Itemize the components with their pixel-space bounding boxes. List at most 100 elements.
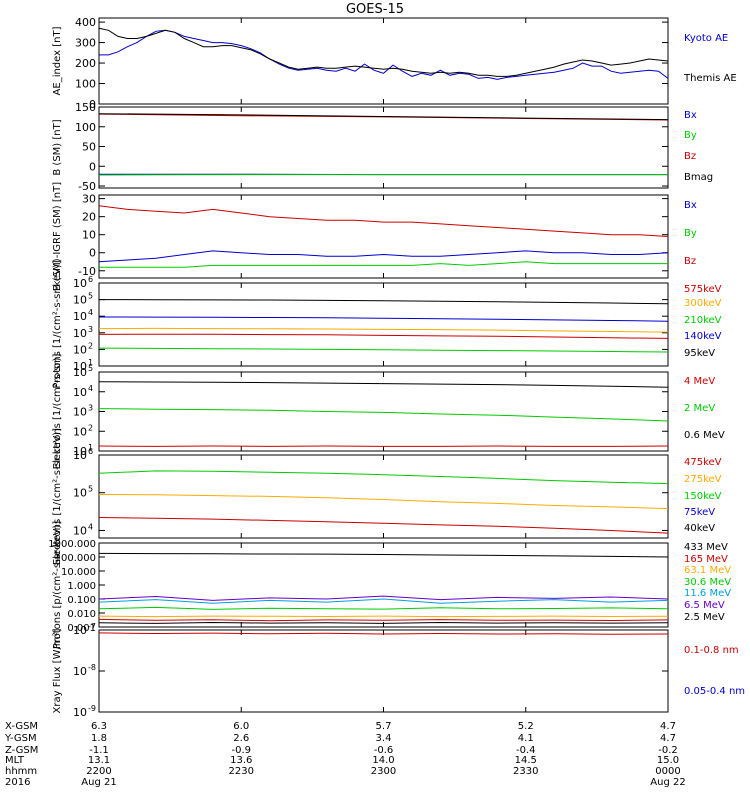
y-tick-label: 0: [89, 160, 96, 173]
ephemeris-value: 6.3: [91, 721, 107, 732]
y-tick-label: 10: [73, 343, 87, 356]
panel-frame: [98, 282, 669, 367]
series-line-140kev: [98, 316, 669, 322]
series-line-275kev: [98, 494, 669, 510]
ephemeris-value: 3.4: [376, 733, 392, 744]
series-line-0.6-mev: [98, 381, 669, 388]
y-tick-exponent: 5: [88, 292, 93, 301]
series-line-30.6-mev: [98, 606, 669, 610]
plot-title: GOES-15: [346, 2, 404, 17]
legend-entry: 2 MeV: [684, 403, 715, 414]
ephemeris-value: -0.4: [516, 745, 536, 756]
y-tick-label: 10: [73, 366, 87, 379]
panel-frame: [98, 629, 669, 713]
legend-entry: Bz: [684, 151, 696, 162]
legend-entry: 2.5 MeV: [684, 612, 725, 623]
y-tick-label: 0.100: [67, 595, 96, 606]
ephemeris-value: 2330: [513, 766, 538, 777]
ephemeris-value: 5.7: [376, 721, 392, 732]
y-axis-label: Xray Flux [W/m²]: [52, 628, 63, 713]
ephemeris-value: Aug 21: [81, 777, 116, 788]
y-axis-label: Electrons [1/(cm²-s-sr)]: [52, 354, 63, 470]
legend-entry: 475keV: [684, 457, 722, 468]
ephemeris-value: 2.6: [233, 733, 249, 744]
y-tick-exponent: 5: [88, 485, 93, 494]
y-tick-label: 10: [73, 406, 87, 419]
y-tick-exponent: 2: [88, 423, 93, 432]
ephemeris-row-label: Y-GSM: [4, 733, 37, 744]
y-tick-exponent: -7: [88, 622, 96, 631]
y-tick-exponent: 4: [88, 308, 93, 317]
y-tick-label: 10: [73, 665, 87, 678]
ephemeris-value: -0.2: [658, 745, 678, 756]
series-line-300kev: [98, 327, 669, 333]
legend-entry: 210keV: [684, 315, 722, 326]
y-tick-label: 10: [73, 624, 87, 637]
ephemeris-row-label: Z-GSM: [5, 745, 38, 756]
ephemeris-value: 13.6: [230, 755, 252, 766]
series-line-2-mev: [98, 408, 669, 422]
legend-entry: 0.05-0.4 nm: [684, 686, 745, 697]
legend-entry: 75keV: [684, 507, 715, 518]
ephemeris-value: Aug 22: [650, 777, 685, 788]
y-tick-exponent: 5: [88, 364, 93, 373]
series-line-11.6-mev: [98, 598, 669, 604]
y-tick-label: 10: [73, 487, 87, 500]
ephemeris-value: -0.6: [374, 745, 394, 756]
y-tick-label: 10: [82, 229, 96, 242]
y-tick-label: 1000.000: [48, 539, 96, 550]
y-tick-label: 10: [73, 294, 87, 307]
legend-entry: 575keV: [684, 284, 722, 295]
legend-entry: Bz: [684, 256, 696, 267]
y-axis-label: Protons [1/(cm²-s-sr-keV)]: [52, 260, 63, 388]
y-axis-label: B (SM) [nT]: [52, 119, 63, 175]
ephemeris-value: 2200: [86, 766, 111, 777]
ephemeris-row-label: MLT: [5, 755, 25, 766]
ephemeris-value: 6.0: [233, 721, 249, 732]
legend-entry: 95keV: [684, 348, 715, 359]
y-tick-exponent: 3: [88, 404, 93, 413]
series-line-bx: [98, 250, 669, 263]
y-tick-label: 100: [75, 121, 96, 134]
legend-entry: 433 MeV: [684, 542, 728, 553]
y-tick-label: 100.000: [55, 553, 96, 564]
y-tick-exponent: -9: [88, 704, 96, 713]
y-tick-label: 10: [73, 360, 87, 373]
y-tick-exponent: 1: [88, 358, 93, 367]
panel-frame: [98, 542, 669, 628]
ephemeris-value: 14.0: [372, 755, 394, 766]
legend-entry: 40keV: [684, 523, 715, 534]
legend-entry: 0.1-0.8 nm: [684, 645, 739, 656]
y-tick-label: 200: [75, 57, 96, 70]
ephemeris-row-label: hhmm: [5, 766, 37, 777]
ephemeris-value: 13.1: [88, 755, 110, 766]
legend-entry: 63.1 MeV: [684, 565, 731, 576]
ephemeris-value: 5.2: [518, 721, 534, 732]
ephemeris-value: 15.0: [657, 755, 679, 766]
ephemeris-value: 4.1: [518, 733, 534, 744]
series-line-kyoto-ae: [99, 29, 669, 80]
y-tick-exponent: 4: [88, 522, 93, 531]
legend-entry: 30.6 MeV: [684, 577, 731, 588]
y-tick-label: 300: [75, 37, 96, 50]
y-tick-label: 10: [73, 449, 87, 462]
y-axis-label: Protons [p/(cm²-s-sr-keV)]: [52, 521, 63, 649]
y-tick-label: 10: [73, 310, 87, 323]
series-line-210kev: [98, 347, 669, 353]
y-tick-label: 10: [73, 524, 87, 537]
legend-entry: Kyoto AE: [684, 33, 728, 44]
y-axis-label: Electrons [1/(cm²-s-sr-keV)]: [52, 428, 63, 565]
y-axis-label: AE_index [nT]: [52, 26, 63, 95]
panel-3: -10 0 10 20 30 B (SM)-IGRF (SM) [nT] Bx By Bz: [52, 182, 697, 291]
panel-7: 0.001 0.010 0.100 1.000 10.000 100.000 1000.00…: [48, 521, 731, 649]
y-tick-label: 0: [89, 247, 96, 260]
series-line-165-mev: [98, 618, 669, 622]
ephemeris-value: -1.1: [89, 745, 109, 756]
y-tick-label: 10: [73, 445, 87, 458]
ephemeris-value: -0.9: [231, 745, 251, 756]
